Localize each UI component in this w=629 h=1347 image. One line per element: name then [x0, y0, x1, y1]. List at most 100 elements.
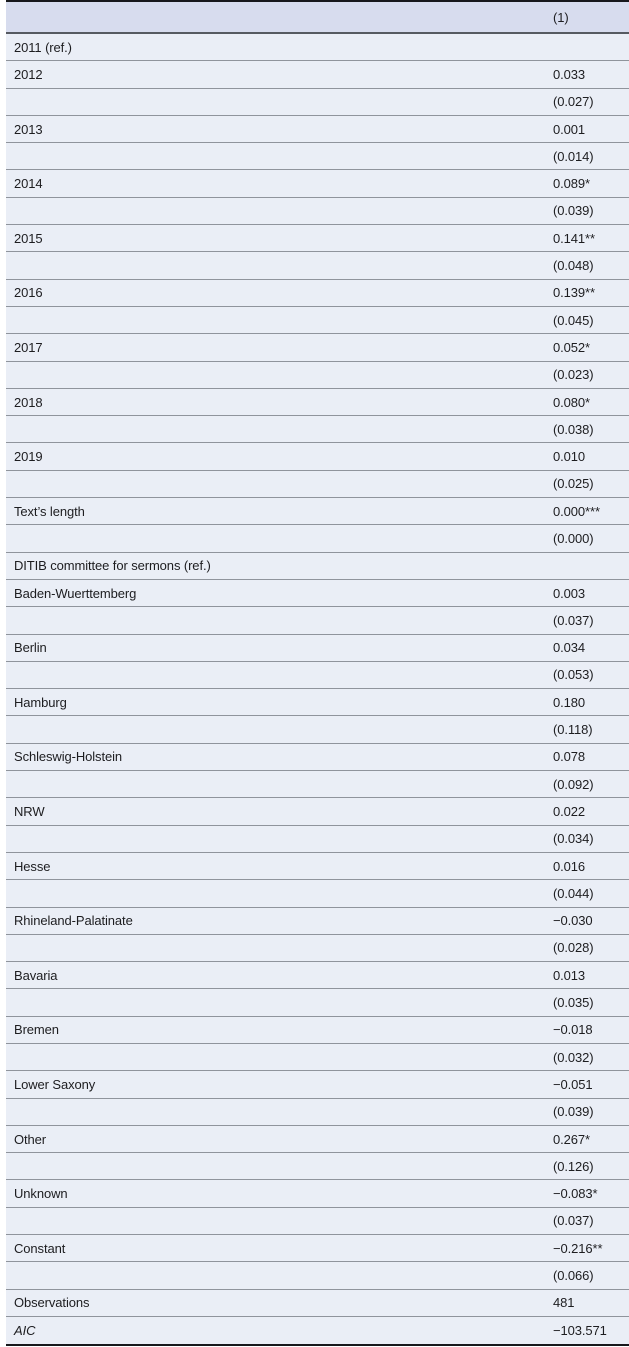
row-value: (0.048)	[553, 258, 594, 274]
table-row: Hesse 0.016	[6, 852, 629, 881]
table-row: 2017 0.052*	[6, 334, 629, 362]
row-value: −0.083*	[553, 1186, 598, 1202]
row-label: 2011 (ref.)	[14, 39, 72, 55]
row-label: 2013	[14, 121, 43, 137]
row-value: (0.035)	[553, 995, 594, 1011]
table-row: (0.014)	[6, 143, 629, 171]
row-value: 0.080*	[553, 394, 590, 410]
table-row: (0.037)	[6, 1207, 629, 1236]
row-value: (0.039)	[553, 1104, 594, 1120]
table-row: 2011 (ref.)	[6, 34, 629, 62]
header-model-column-1: (1)	[553, 9, 569, 25]
row-label: Baden-Wuerttemberg	[14, 585, 137, 601]
row-value: (0.037)	[553, 612, 594, 628]
table-row: Hamburg 0.180	[6, 689, 629, 717]
table-row: Rhineland-Palatinate −0.030	[6, 907, 629, 935]
row-value: (0.092)	[553, 776, 594, 792]
row-value: (0.000)	[553, 530, 594, 546]
row-value: (0.044)	[553, 885, 594, 901]
row-value: 0.022	[553, 803, 586, 819]
row-value: (0.014)	[553, 148, 594, 164]
row-value: −103.571	[553, 1323, 607, 1339]
row-value: 0.034	[553, 640, 586, 656]
row-value: (0.126)	[553, 1158, 594, 1174]
table-row: AIC −103.571	[6, 1316, 629, 1345]
table-row: (0.000)	[6, 525, 629, 553]
row-value: 0.139**	[553, 285, 595, 301]
table-row: Observations 481	[6, 1289, 629, 1317]
row-value: (0.025)	[553, 476, 594, 492]
table-row: (0.038)	[6, 416, 629, 444]
table-row: Other 0.267*	[6, 1125, 629, 1154]
table-body: 2011 (ref.) 2012 0.033 (0.027) 2013 0.00…	[6, 34, 629, 1345]
table-row: Constant −0.216**	[6, 1235, 629, 1263]
row-value: 0.016	[553, 858, 586, 874]
row-value: 0.180	[553, 694, 586, 710]
table-row: (0.023)	[6, 361, 629, 389]
table-row: 2019 0.010	[6, 443, 629, 471]
row-label: DITIB committee for sermons (ref.)	[14, 558, 211, 574]
row-label: Rhineland-Palatinate	[14, 913, 133, 929]
row-label: Unknown	[14, 1186, 68, 1202]
row-value: (0.028)	[553, 940, 594, 956]
row-label: 2019	[14, 449, 43, 465]
row-value: −0.051	[553, 1076, 593, 1092]
row-value: 0.089*	[553, 176, 590, 192]
table-row: DITIB committee for sermons (ref.)	[6, 552, 629, 580]
table-row: (0.034)	[6, 825, 629, 853]
table-row: 2013 0.001	[6, 115, 629, 144]
row-label: 2015	[14, 230, 43, 246]
row-value: (0.045)	[553, 312, 594, 328]
table-row: Baden-Wuerttemberg 0.003	[6, 579, 629, 608]
row-value: 0.000***	[553, 503, 600, 519]
table-row: Bremen −0.018	[6, 1016, 629, 1044]
table-row: (0.045)	[6, 306, 629, 335]
table-row: (0.025)	[6, 470, 629, 499]
table-row: 2018 0.080*	[6, 388, 629, 417]
table-row: (0.037)	[6, 607, 629, 635]
table-row: (0.039)	[6, 197, 629, 226]
table-row: (0.035)	[6, 989, 629, 1017]
table-row: (0.048)	[6, 252, 629, 280]
table-row: (0.032)	[6, 1043, 629, 1072]
table-row: (0.039)	[6, 1098, 629, 1126]
row-value: 0.013	[553, 967, 586, 983]
table-row: 2016 0.139**	[6, 279, 629, 307]
row-label: NRW	[14, 803, 45, 819]
row-value: (0.037)	[553, 1213, 594, 1229]
row-label: Bavaria	[14, 967, 58, 983]
row-value: 0.267*	[553, 1131, 590, 1147]
table-row: Schleswig-Holstein 0.078	[6, 743, 629, 772]
table-row: (0.118)	[6, 716, 629, 744]
table-row: Berlin 0.034	[6, 634, 629, 662]
row-value: −0.018	[553, 1022, 593, 1038]
row-value: 0.078	[553, 749, 586, 765]
table-row: (0.053)	[6, 661, 629, 690]
row-label: 2018	[14, 394, 43, 410]
row-label: 2012	[14, 66, 43, 82]
row-value: 0.052*	[553, 339, 590, 355]
table-row: (0.092)	[6, 771, 629, 799]
row-value: (0.034)	[553, 831, 594, 847]
row-value: 0.033	[553, 66, 586, 82]
table-row: 2012 0.033	[6, 61, 629, 89]
row-label: 2014	[14, 176, 43, 192]
row-label: Constant	[14, 1240, 66, 1256]
row-value: (0.053)	[553, 667, 594, 683]
row-label: Berlin	[14, 640, 47, 656]
table-header-row: (1)	[6, 2, 629, 34]
row-label: 2017	[14, 339, 43, 355]
table-row: Bavaria 0.013	[6, 962, 629, 990]
row-value: (0.039)	[553, 203, 594, 219]
table-row: NRW 0.022	[6, 798, 629, 826]
row-value: 0.010	[553, 449, 586, 465]
row-label: 2016	[14, 285, 43, 301]
row-label: Bremen	[14, 1022, 59, 1038]
table-row: (0.027)	[6, 88, 629, 116]
row-value: (0.032)	[553, 1049, 594, 1065]
table-row: (0.126)	[6, 1153, 629, 1181]
regression-table: (1) 2011 (ref.) 2012 0.033 (0.027) 2013 …	[6, 0, 629, 1347]
row-value: 0.001	[553, 121, 586, 137]
row-label: Schleswig-Holstein	[14, 749, 123, 765]
row-label: Lower Saxony	[14, 1076, 96, 1092]
